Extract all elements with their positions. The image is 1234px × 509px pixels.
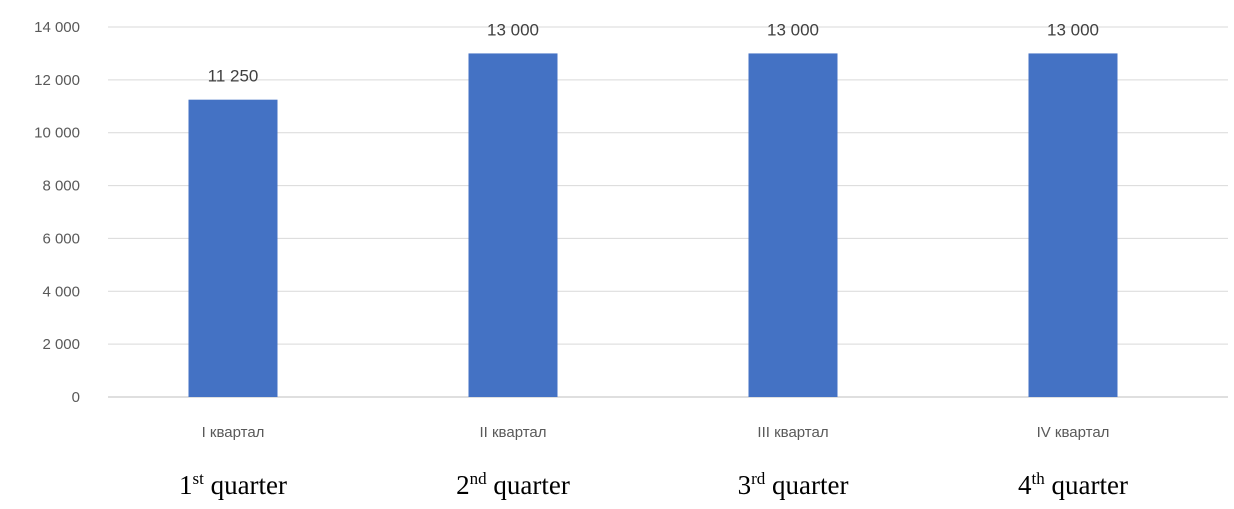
y-tick-label: 14 000 <box>34 19 80 36</box>
y-tick-label: 0 <box>72 389 80 406</box>
quarter-translation: 3rd quarter <box>738 469 849 500</box>
y-tick-label: 2 000 <box>42 336 80 353</box>
y-tick-label: 12 000 <box>34 72 80 89</box>
bar-value-label: 13 000 <box>1047 20 1099 39</box>
translation-word: quarter <box>1045 470 1128 500</box>
quarter-translation: 4th quarter <box>1018 469 1128 500</box>
category-label: I квартал <box>202 424 265 441</box>
bar-value-label: 11 250 <box>208 67 259 86</box>
translation-word: quarter <box>765 470 848 500</box>
translation-number: 3 <box>738 470 752 500</box>
y-tick-label: 6 000 <box>42 230 80 247</box>
english-translations: 1st quarter 2nd quarter 3rd quarter 4th qua… <box>179 469 1128 500</box>
y-axis-tick-labels: 0 2 000 4 000 6 000 8 000 10 000 12 000 14 000 <box>34 19 80 406</box>
x-axis-category-labels: I квартал II квартал III квартал IV квартал <box>202 424 1110 441</box>
translation-number: 4 <box>1018 470 1032 500</box>
translation-word: quarter <box>487 470 570 500</box>
translation-number: 1 <box>179 470 193 500</box>
bar-value-label: 13 000 <box>767 20 819 39</box>
bars <box>188 53 1118 398</box>
translation-ordinal-suffix: nd <box>470 469 488 488</box>
bar <box>1028 53 1118 398</box>
bar-value-label: 13 000 <box>487 20 539 39</box>
quarter-translation: 1st quarter <box>179 469 287 500</box>
bar <box>188 99 278 397</box>
quarter-translation: 2nd quarter <box>456 469 570 500</box>
data-labels: 11 250 13 000 13 000 13 000 <box>208 20 1099 85</box>
grid-layer <box>108 26 1228 398</box>
translation-ordinal-suffix: th <box>1032 469 1046 488</box>
category-label: III квартал <box>757 424 828 441</box>
y-tick-label: 8 000 <box>42 178 80 195</box>
translation-number: 2 <box>456 470 470 500</box>
category-label: IV квартал <box>1037 424 1110 441</box>
category-label: II квартал <box>479 424 546 441</box>
y-tick-label: 4 000 <box>42 283 80 300</box>
bar <box>748 53 838 398</box>
translation-ordinal-suffix: rd <box>751 469 766 488</box>
translation-word: quarter <box>204 470 287 500</box>
bar <box>468 53 558 398</box>
translation-ordinal-suffix: st <box>192 469 204 488</box>
y-tick-label: 10 000 <box>34 125 80 142</box>
